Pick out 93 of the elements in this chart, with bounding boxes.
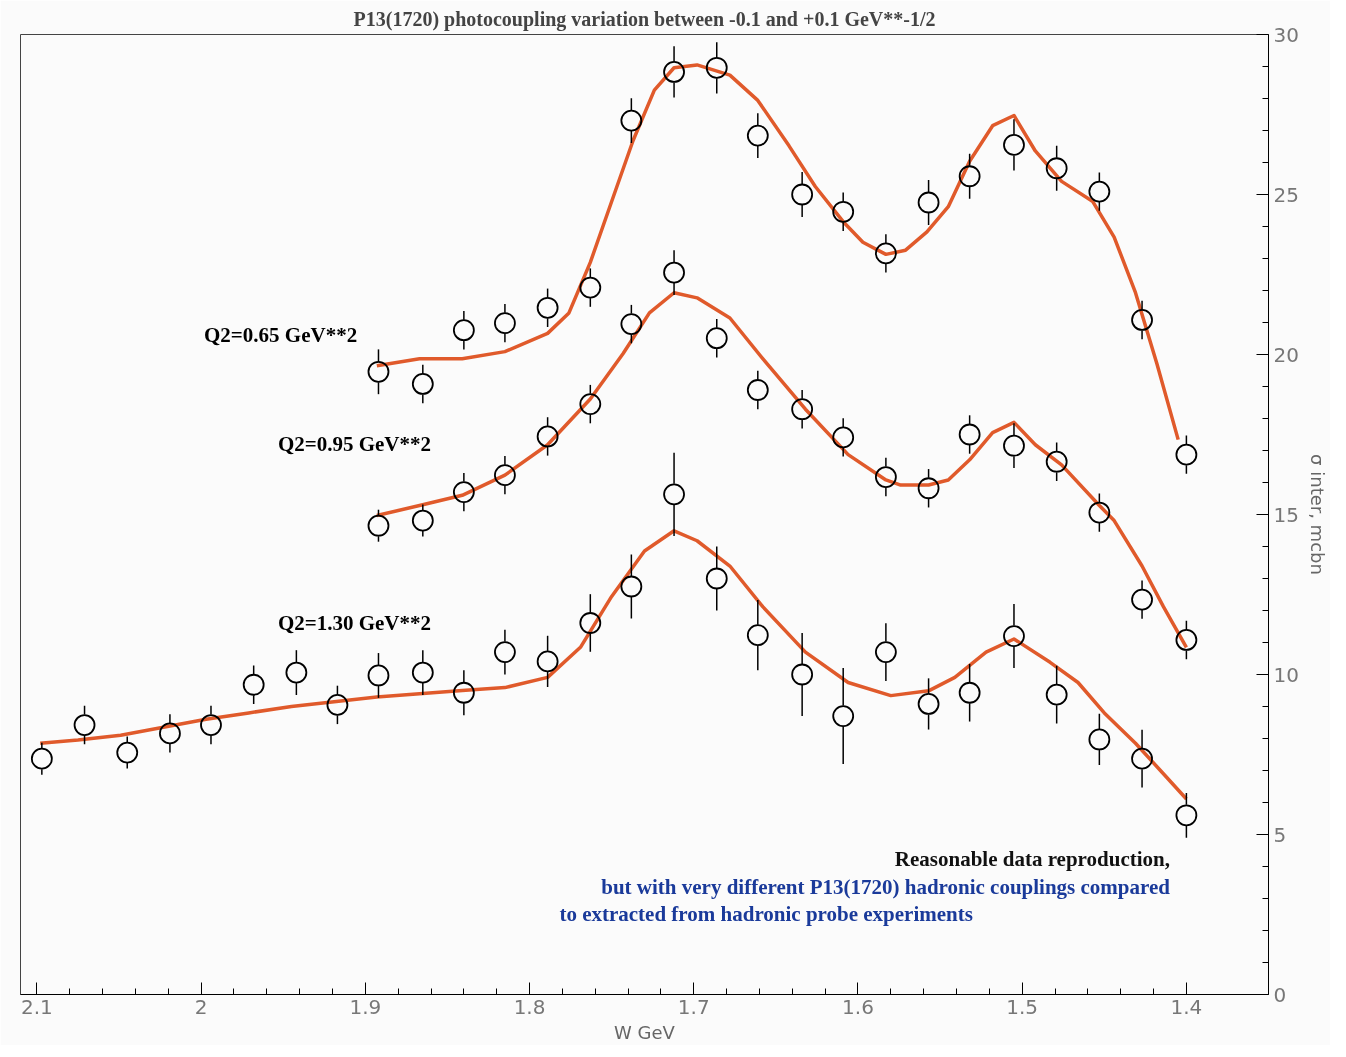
x-tick-label: 1.6 — [842, 994, 874, 1019]
chart-title: P13(1720) photocoupling variation between -0.1 and +0.1 GeV**-1/2 — [353, 7, 936, 31]
series-label: Q2=0.95 GeV**2 — [277, 432, 432, 457]
point — [116, 741, 139, 764]
point — [746, 124, 769, 147]
y-tick-label: 10 — [1273, 662, 1299, 687]
point — [917, 693, 940, 715]
point — [705, 56, 728, 79]
point — [620, 313, 643, 335]
point — [791, 398, 814, 421]
y-tick-label: 30 — [1273, 22, 1299, 47]
y-tick-label: 0 — [1273, 982, 1287, 1007]
point — [1088, 180, 1111, 203]
point — [1131, 309, 1153, 331]
point — [620, 575, 643, 598]
point — [746, 379, 769, 401]
x-tick-label: 1.5 — [1006, 994, 1039, 1019]
point — [663, 61, 685, 83]
point — [1088, 501, 1111, 524]
point — [200, 714, 222, 736]
point — [579, 612, 602, 634]
point — [326, 694, 349, 716]
point — [494, 464, 516, 487]
point — [832, 200, 855, 223]
point — [958, 681, 981, 704]
point — [1003, 134, 1025, 156]
point — [367, 664, 390, 687]
point — [159, 722, 181, 745]
point — [367, 360, 390, 383]
point — [494, 641, 516, 663]
point — [579, 276, 602, 299]
point — [536, 425, 559, 448]
point — [452, 481, 475, 503]
point — [242, 673, 265, 696]
x-tick-label: 1.8 — [513, 994, 546, 1019]
annotation: to extracted from hadronic probe experiments — [559, 901, 973, 926]
point — [832, 705, 855, 727]
point — [1003, 625, 1025, 647]
x-tick-label: 1.7 — [677, 994, 710, 1019]
point — [874, 466, 897, 488]
point — [1175, 804, 1198, 827]
point — [1045, 157, 1068, 180]
point — [1045, 683, 1068, 706]
point — [73, 714, 96, 736]
point — [1003, 434, 1025, 457]
y-tick-label: 5 — [1273, 822, 1287, 847]
point — [663, 261, 685, 284]
x-tick-label: 2 — [194, 994, 208, 1019]
annotation: Reasonable data reproduction, — [894, 847, 1170, 872]
point — [1131, 588, 1153, 611]
y-tick-label: 25 — [1273, 182, 1299, 207]
point — [1175, 629, 1198, 651]
point — [917, 477, 940, 500]
x-axis-title: W GeV — [614, 1021, 676, 1043]
point — [746, 624, 769, 647]
point — [30, 747, 53, 770]
point — [536, 650, 559, 673]
point — [705, 567, 728, 590]
point — [411, 373, 434, 395]
point — [536, 296, 559, 319]
point — [874, 641, 897, 663]
point — [452, 319, 475, 342]
annotation: but with very different P13(1720) hadronic couplings compared — [601, 874, 1171, 899]
x-tick-label: 1.9 — [349, 994, 382, 1019]
point — [411, 509, 434, 532]
point — [791, 183, 814, 206]
point — [832, 426, 855, 449]
series-label: Q2=1.30 GeV**2 — [277, 611, 432, 636]
point — [958, 423, 981, 446]
point — [705, 327, 728, 350]
line-series — [38, 529, 1189, 801]
point — [917, 191, 940, 214]
point — [579, 393, 602, 415]
point — [285, 661, 308, 684]
point — [1088, 728, 1111, 751]
point — [1131, 747, 1153, 770]
x-tick-label: 2.1 — [21, 994, 53, 1019]
x-tick-label: 1.4 — [1170, 994, 1203, 1019]
point — [367, 514, 390, 537]
point — [1175, 443, 1198, 466]
point — [620, 109, 643, 132]
series-label: Q2=0.65 GeV**2 — [204, 323, 358, 348]
y-tick-label: 20 — [1273, 342, 1299, 367]
point — [452, 681, 475, 704]
point — [791, 663, 814, 686]
point — [494, 312, 516, 335]
y-axis-title: σ inter, mcbn — [1306, 454, 1328, 575]
y-tick-label: 15 — [1273, 502, 1299, 527]
point — [663, 483, 685, 506]
point — [411, 661, 434, 684]
point — [1045, 450, 1068, 473]
point — [958, 165, 981, 188]
point — [874, 242, 897, 265]
